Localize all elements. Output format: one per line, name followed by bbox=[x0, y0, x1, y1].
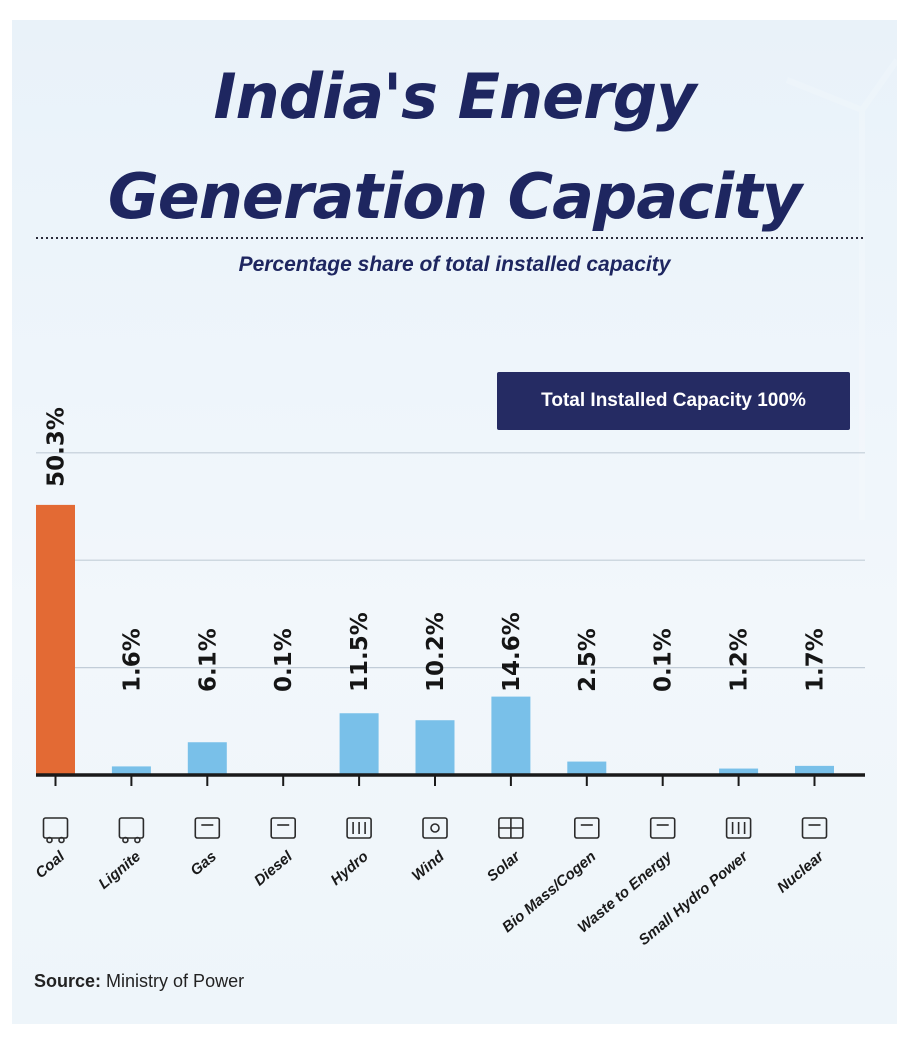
value-label-bio-mass-cogen: 2.5% bbox=[575, 628, 601, 692]
solar-panel-icon bbox=[498, 817, 524, 839]
bar-wind bbox=[415, 720, 455, 775]
bar-chart: 50.3% Coal 1.6% Lignite 6.1% Gas 0.1% Diesel 11.… bbox=[32, 58, 897, 949]
hydro-dam-icon bbox=[346, 817, 372, 839]
value-label-hydro: 11.5% bbox=[347, 612, 373, 692]
value-label-lignite: 1.6% bbox=[119, 628, 145, 692]
lignite-cart-icon bbox=[118, 817, 145, 844]
category-label-diesel: Diesel bbox=[251, 848, 296, 890]
diesel-can-icon bbox=[270, 817, 297, 839]
category-label-solar: Solar bbox=[484, 847, 525, 885]
source-label: Source: bbox=[34, 971, 102, 991]
category-label-hydro: Hydro bbox=[328, 848, 372, 889]
value-label-small-hydro-power: 1.2% bbox=[727, 628, 753, 692]
bar-coal bbox=[36, 504, 75, 775]
gas-pump-icon bbox=[194, 817, 221, 839]
bar-bio-mass-cogen bbox=[567, 761, 607, 775]
category-label-coal: Coal bbox=[32, 848, 68, 882]
coal-cart-icon bbox=[42, 817, 69, 844]
bar-lignite bbox=[111, 766, 151, 775]
category-label-wind: Wind bbox=[409, 848, 449, 885]
category-label-gas: Gas bbox=[187, 848, 220, 879]
wind-turbine-icon bbox=[422, 817, 448, 839]
bar-solar bbox=[491, 696, 531, 775]
bar-gas bbox=[187, 742, 227, 775]
source-note: Source: Ministry of Power bbox=[34, 971, 244, 992]
background-turbine bbox=[785, 58, 897, 520]
category-label-nuclear: Nuclear bbox=[774, 847, 828, 896]
bar-hydro bbox=[339, 713, 379, 775]
source-text: Ministry of Power bbox=[106, 971, 245, 991]
value-label-gas: 6.1% bbox=[195, 628, 221, 692]
small-hydro-power-icon bbox=[725, 817, 752, 839]
value-label-waste-to-energy: 0.1% bbox=[651, 628, 677, 692]
subtitle: Percentage share of total installed capa… bbox=[238, 253, 671, 276]
biomass-plug-icon bbox=[573, 817, 600, 839]
value-label-wind: 10.2% bbox=[423, 612, 449, 692]
infographic-card: India's Energy Generation Capacity Perce… bbox=[12, 20, 897, 1024]
value-label-nuclear: 1.7% bbox=[803, 628, 829, 692]
waste-to-energy-bulb-icon bbox=[649, 817, 676, 839]
title-line-2: Generation Capacity bbox=[107, 160, 802, 233]
title-line-1: India's Energy bbox=[213, 60, 696, 133]
bar-small-hydro-power bbox=[719, 768, 759, 775]
bar-nuclear bbox=[795, 765, 834, 775]
value-label-diesel: 0.1% bbox=[271, 628, 297, 692]
category-label-lignite: Lignite bbox=[95, 848, 144, 893]
nuclear-plant-icon bbox=[801, 817, 828, 839]
value-label-coal: 50.3% bbox=[44, 407, 70, 487]
value-label-solar: 14.6% bbox=[499, 612, 525, 692]
total-capacity-label: Total Installed Capacity 100% bbox=[497, 372, 850, 430]
